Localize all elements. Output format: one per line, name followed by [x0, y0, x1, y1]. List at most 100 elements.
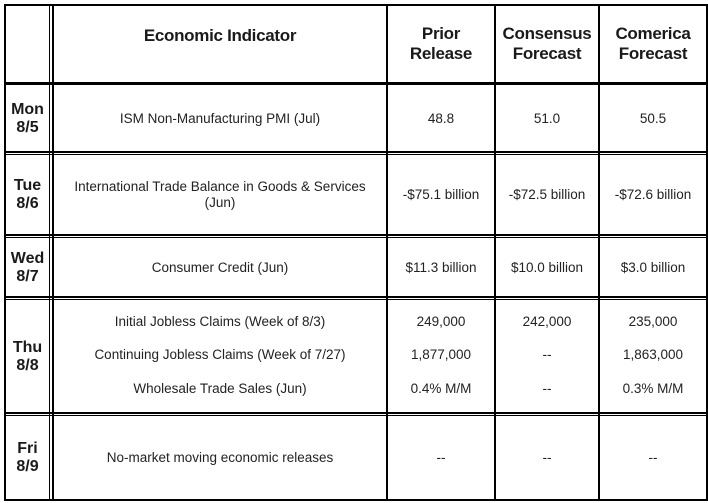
- table-rule-h: [4, 151, 708, 153]
- day-text: 8/6: [16, 195, 39, 212]
- prior-value: 1,877,000: [410, 347, 472, 362]
- header-prior-release: Prior Release: [388, 6, 494, 82]
- indicator-cell: No-market moving economic releases: [54, 417, 386, 499]
- consensus-value: -$72.5 billion: [508, 187, 586, 202]
- day-text: Tue: [13, 177, 42, 194]
- indicator-name: International Trade Balance in Goods & S…: [74, 179, 366, 194]
- consensus-value: $10.0 billion: [510, 259, 584, 275]
- prior-release-cell: -$75.1 billion: [388, 156, 494, 234]
- indicator-name: Wholesale Trade Sales (Jun): [133, 381, 307, 396]
- day-label-tue: Tue 8/6: [6, 156, 49, 234]
- day-text: Thu: [12, 338, 43, 356]
- indicator-cell: ISM Non-Manufacturing PMI (Jul): [54, 86, 386, 151]
- header-economic-indicator: Economic Indicator: [54, 6, 386, 82]
- table-rule-h: [4, 415, 708, 416]
- table-rule-v: [52, 4, 54, 501]
- prior-release-cell: $11.3 billion: [388, 239, 494, 296]
- consensus-forecast-cell: -$72.5 billion: [496, 156, 598, 234]
- prior-release-cell: 0.4% M/M: [388, 377, 494, 401]
- indicator-cell: International Trade Balance in Goods & S…: [54, 156, 386, 234]
- prior-release-cell: 249,000: [388, 310, 494, 334]
- comerica-forecast-cell: 1,863,000: [600, 343, 706, 367]
- day-text: 8/8: [16, 356, 39, 374]
- indicator-name: Consumer Credit (Jun): [151, 259, 289, 275]
- prior-release-cell: --: [388, 417, 494, 499]
- table-rule-h: [4, 82, 708, 84]
- day-text: 8/9: [16, 458, 39, 475]
- day-label-thu: Thu 8/8: [6, 301, 49, 412]
- prior-release-cell: 1,877,000: [388, 343, 494, 367]
- consensus-value: 242,000: [522, 314, 572, 329]
- table-rule-h: [4, 499, 708, 501]
- day-text: Fri: [17, 440, 38, 457]
- header-consensus-label: Forecast: [512, 44, 582, 63]
- comerica-forecast-cell: -$72.6 billion: [600, 156, 706, 234]
- table-rule-v: [598, 4, 600, 501]
- consensus-value: --: [542, 347, 552, 362]
- comerica-forecast-cell: 0.3% M/M: [600, 377, 706, 401]
- table-rule-h: [4, 412, 708, 414]
- comerica-value: 50.5: [639, 110, 667, 126]
- indicator-cell: Wholesale Trade Sales (Jun): [54, 377, 386, 401]
- indicator-name: No-market moving economic releases: [106, 450, 334, 465]
- table-rule-h: [4, 154, 708, 155]
- table-rule-h: [4, 237, 708, 238]
- prior-value: 0.4% M/M: [410, 381, 472, 396]
- header-day-column: [6, 6, 52, 82]
- indicator-cell: Initial Jobless Claims (Week of 8/3): [54, 310, 386, 334]
- header-comerica-label: Comerica: [615, 24, 691, 43]
- table-rule-v: [386, 4, 388, 501]
- indicator-name: Continuing Jobless Claims (Week of 7/27): [94, 347, 346, 362]
- table-rule-v: [706, 4, 708, 501]
- day-text: Mon: [11, 100, 44, 118]
- day-text: Wed: [10, 249, 45, 267]
- prior-value: $11.3 billion: [405, 259, 477, 275]
- comerica-forecast-cell: 235,000: [600, 310, 706, 334]
- table-rule-v: [49, 4, 50, 501]
- header-prior-label: Prior: [421, 24, 461, 43]
- prior-release-cell: 48.8: [388, 86, 494, 151]
- header-consensus-label: Consensus: [502, 24, 592, 43]
- day-label-fri: Fri 8/9: [6, 417, 49, 499]
- day-label-wed: Wed 8/7: [6, 239, 49, 296]
- table-rule-v: [494, 4, 496, 501]
- comerica-value: --: [648, 450, 658, 465]
- consensus-forecast-cell: --: [496, 343, 598, 367]
- comerica-value: 0.3% M/M: [622, 381, 684, 396]
- prior-value: -$75.1 billion: [402, 187, 480, 202]
- comerica-forecast-cell: $3.0 billion: [600, 239, 706, 296]
- consensus-forecast-cell: 242,000: [496, 310, 598, 334]
- table-rule-v: [4, 4, 6, 501]
- table-rule-h: [4, 296, 708, 298]
- indicator-name: Initial Jobless Claims (Week of 8/3): [114, 314, 326, 329]
- header-comerica-forecast: Comerica Forecast: [600, 6, 706, 82]
- comerica-forecast-cell: --: [600, 417, 706, 499]
- table-rule-h: [4, 299, 708, 300]
- prior-value: 249,000: [416, 314, 466, 329]
- comerica-value: 235,000: [628, 314, 678, 329]
- table-rule-h: [4, 234, 708, 236]
- consensus-forecast-cell: 51.0: [496, 86, 598, 151]
- header-indicator-label: Economic Indicator: [143, 26, 297, 45]
- comerica-value: -$72.6 billion: [614, 187, 692, 202]
- header-consensus-forecast: Consensus Forecast: [496, 6, 598, 82]
- indicator-name: (Jun): [204, 195, 236, 210]
- table-rule-h: [4, 84, 708, 85]
- day-text: 8/7: [16, 267, 39, 285]
- comerica-forecast-cell: 50.5: [600, 86, 706, 151]
- day-text: 8/5: [16, 118, 39, 136]
- consensus-forecast-cell: $10.0 billion: [496, 239, 598, 296]
- day-label-mon: Mon 8/5: [6, 86, 49, 151]
- indicator-name: ISM Non-Manufacturing PMI (Jul): [119, 110, 321, 126]
- consensus-value: --: [542, 450, 552, 465]
- comerica-value: 1,863,000: [622, 347, 684, 362]
- consensus-value: --: [542, 381, 552, 396]
- header-comerica-label: Forecast: [618, 44, 688, 63]
- prior-value: 48.8: [427, 110, 455, 126]
- consensus-forecast-cell: --: [496, 417, 598, 499]
- table-rule-h: [4, 4, 708, 6]
- indicator-cell: Continuing Jobless Claims (Week of 7/27): [54, 343, 386, 367]
- prior-value: --: [436, 450, 446, 465]
- consensus-value: 51.0: [533, 110, 561, 126]
- consensus-forecast-cell: --: [496, 377, 598, 401]
